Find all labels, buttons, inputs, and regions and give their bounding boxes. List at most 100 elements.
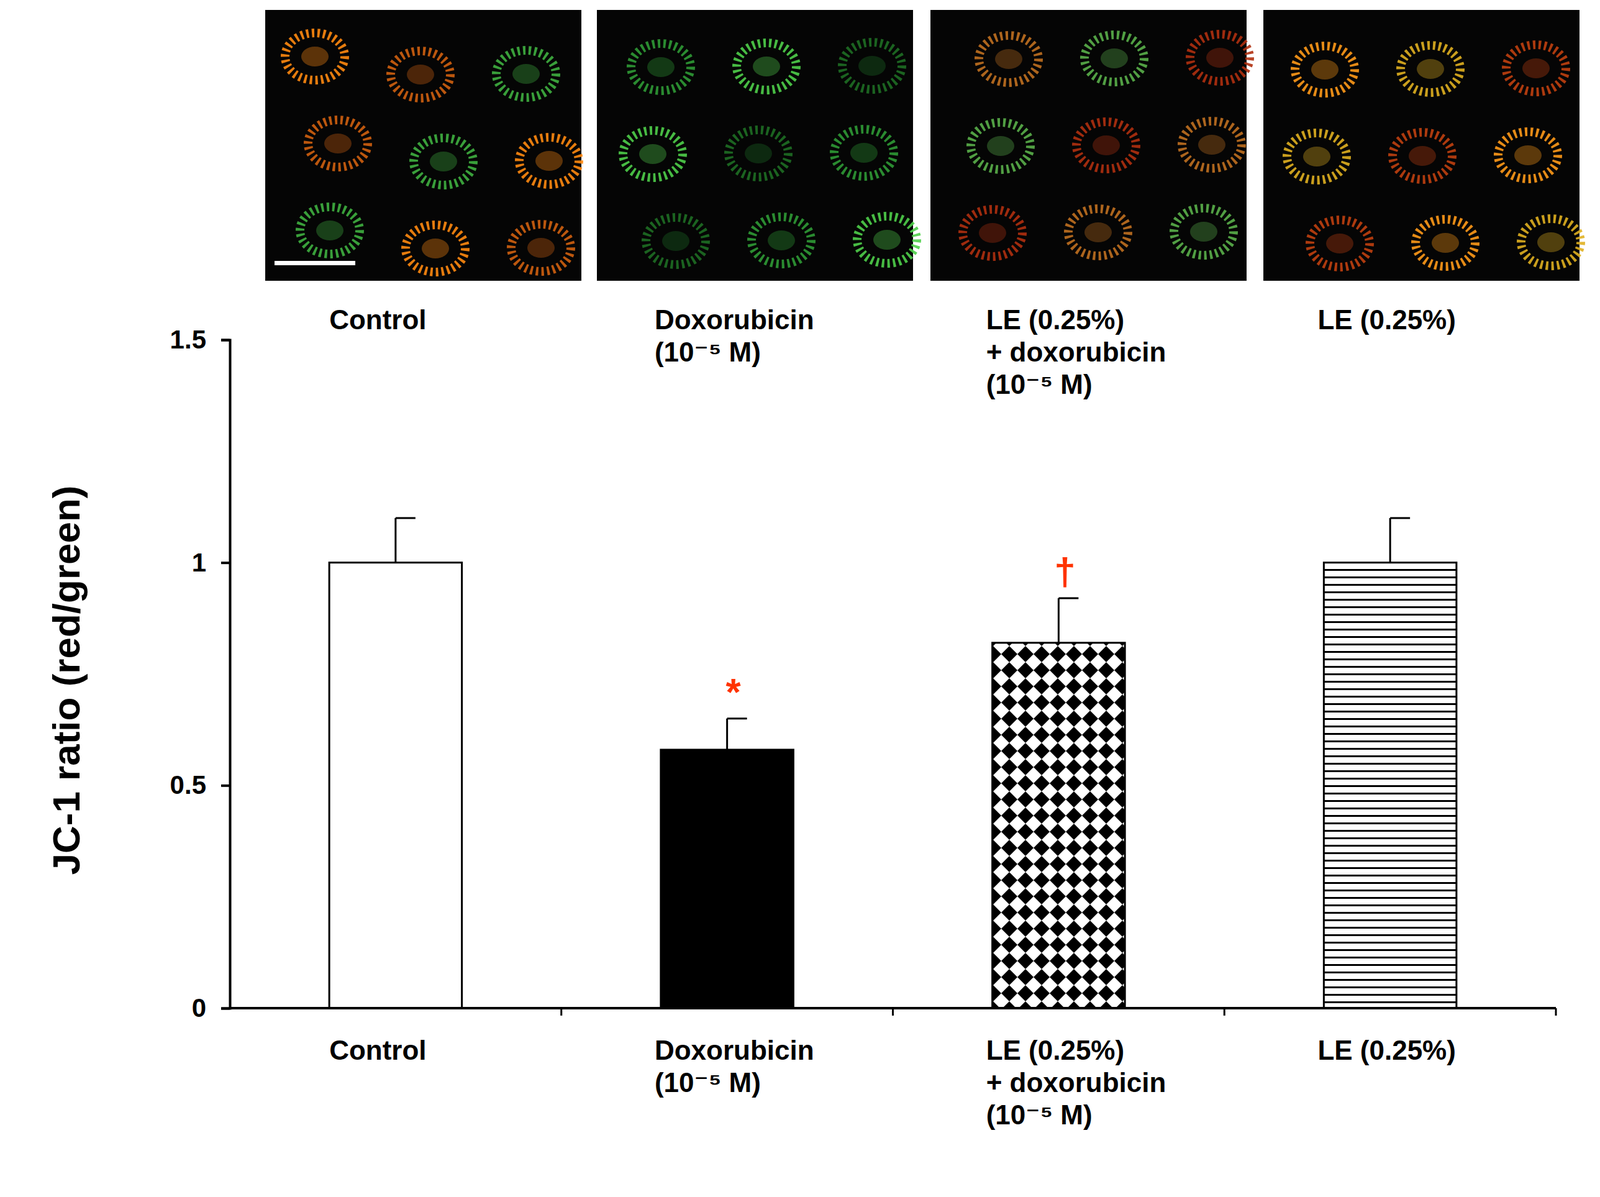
cell-nucleus [639, 144, 667, 164]
cell-nucleus [1311, 59, 1339, 80]
cell [1392, 132, 1453, 180]
y-tick-label: 0.5 [170, 770, 207, 800]
cell [1400, 45, 1461, 93]
cell-nucleus [324, 133, 352, 154]
y-axis: 0 0.5 1 1.5 [170, 324, 231, 1023]
scale-bar [274, 260, 356, 266]
cell-nucleus [1190, 221, 1218, 242]
y-tick: 1 [191, 547, 230, 578]
micrograph [1263, 9, 1581, 281]
micrograph [596, 9, 917, 281]
error-bar-cap [1058, 597, 1079, 600]
x-tick-mark [560, 1008, 563, 1016]
error-bar-stem [1389, 518, 1392, 563]
cell [511, 224, 571, 272]
cell [1084, 34, 1145, 82]
cell [1181, 121, 1242, 169]
cell-nucleus [1326, 233, 1354, 254]
cell-nucleus [1198, 134, 1226, 155]
significance-marker: † [1054, 549, 1076, 593]
x-tick-mark [1555, 1008, 1558, 1016]
error-bar-cap [727, 717, 748, 720]
cell-nucleus [1092, 135, 1120, 156]
cell [405, 224, 466, 273]
error-bar [727, 718, 748, 750]
cell [496, 50, 556, 98]
cell [1173, 208, 1234, 256]
cell [1076, 121, 1137, 169]
cell [1190, 34, 1250, 82]
cell [728, 129, 789, 178]
cell-nucleus [1431, 232, 1460, 253]
cell-nucleus [858, 55, 886, 76]
error-bar-stem [394, 518, 397, 563]
x-tick-mark [1223, 1008, 1226, 1016]
cell-nucleus [1084, 222, 1112, 243]
micrograph-background [265, 9, 582, 281]
bar [660, 749, 794, 1009]
cell-nucleus [978, 222, 1007, 243]
cell [645, 217, 706, 265]
cell-nucleus [421, 238, 450, 259]
cell [413, 137, 474, 186]
cell [1286, 132, 1347, 181]
cell [1309, 219, 1370, 268]
cell [300, 206, 360, 255]
y-tick-mark [221, 784, 230, 787]
bar [992, 642, 1126, 1009]
cell [857, 216, 917, 264]
error-bar-cap [1390, 516, 1410, 519]
cell-nucleus [301, 46, 329, 67]
cell-nucleus [1100, 48, 1128, 69]
micrograph-background [930, 9, 1247, 281]
bar [1323, 562, 1457, 1009]
x-tick-label: Control [329, 1034, 427, 1066]
cell-nucleus [995, 49, 1023, 69]
cell [1506, 44, 1566, 92]
cell-nucleus [1522, 58, 1550, 79]
micrograph [265, 9, 582, 281]
y-tick: 0 [191, 993, 230, 1023]
error-bar-stem [1057, 598, 1060, 643]
micrograph [930, 9, 1250, 281]
cell [390, 50, 451, 99]
y-tick-label: 1 [191, 547, 207, 578]
y-tick-mark [221, 339, 230, 342]
cell-nucleus [744, 143, 773, 164]
cell-nucleus [986, 136, 1015, 156]
micrograph-background [596, 9, 914, 281]
y-tick-label: 1.5 [170, 324, 207, 355]
y-tick: 1.5 [170, 324, 230, 355]
y-tick: 0.5 [170, 770, 230, 800]
cell [751, 216, 812, 264]
chart: Control Doxorubicin(10⁻⁵ M) LE (0.25%)+ do… [0, 0, 1600, 1197]
x-tick-label: Doxorubicin(10⁻⁵ M) [654, 1034, 815, 1098]
cell-nucleus [1416, 59, 1445, 79]
error-bar [1058, 598, 1079, 643]
y-tick-mark [221, 1007, 230, 1010]
cell-nucleus [647, 57, 675, 78]
cell-nucleus [752, 56, 781, 77]
x-tick-mark [891, 1008, 894, 1016]
significance-marker: * [726, 670, 742, 714]
image-label: Doxorubicin(10⁻⁵ M) [654, 304, 815, 368]
cell [1521, 218, 1581, 266]
bar [329, 562, 463, 1009]
cell [736, 42, 797, 91]
y-axis-line [221, 340, 231, 1009]
y-tick-mark [221, 561, 230, 564]
cell [1295, 45, 1355, 94]
cell-nucleus [1537, 232, 1565, 253]
cell [519, 137, 579, 185]
cell [962, 209, 1023, 257]
cell [1498, 131, 1558, 179]
image-label: LE (0.25%) [1317, 304, 1456, 335]
error-bar [1390, 518, 1410, 563]
x-tick-label: LE (0.25%)+ doxorubicin(10⁻⁵ M) [986, 1034, 1167, 1130]
cell-nucleus [512, 63, 540, 84]
image-label: Control [329, 304, 427, 335]
cell [1068, 208, 1128, 256]
micrograph-background [1263, 9, 1580, 281]
y-tick-label: 0 [191, 993, 207, 1023]
cell-nucleus [850, 142, 878, 163]
